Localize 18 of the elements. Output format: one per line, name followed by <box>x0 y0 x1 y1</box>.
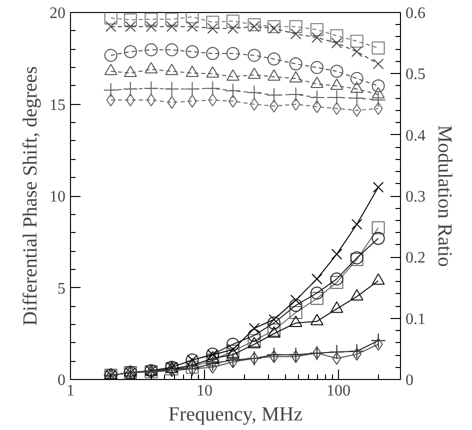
y-tick-label: 15 <box>50 96 66 114</box>
y2-tick-label: 0.3 <box>406 188 426 206</box>
x-tick-label: 10 <box>196 382 213 400</box>
x-tick-label: 1 <box>66 382 74 400</box>
y2-tick-label: 0.1 <box>406 310 426 328</box>
y-axis-title: Differential Phase Shift, degrees <box>20 66 42 326</box>
y2-tick-label: 0 <box>406 372 414 389</box>
y2-tick-label: 0.2 <box>406 250 426 267</box>
x-tick-label: 100 <box>326 382 351 400</box>
y2-tick-label: 0.4 <box>406 127 426 144</box>
y-tick-label: 20 <box>50 5 66 22</box>
y2-tick-label: 0.6 <box>406 5 426 22</box>
y-tick-label: 10 <box>50 188 66 206</box>
y-tick-label: 0 <box>58 372 66 389</box>
y-tick-label: 5 <box>58 280 66 298</box>
y2-tick-label: 0.5 <box>406 66 426 84</box>
x-axis-title: Frequency, MHz <box>168 404 303 426</box>
y2-axis-title: Modulation Ratio <box>434 125 456 267</box>
